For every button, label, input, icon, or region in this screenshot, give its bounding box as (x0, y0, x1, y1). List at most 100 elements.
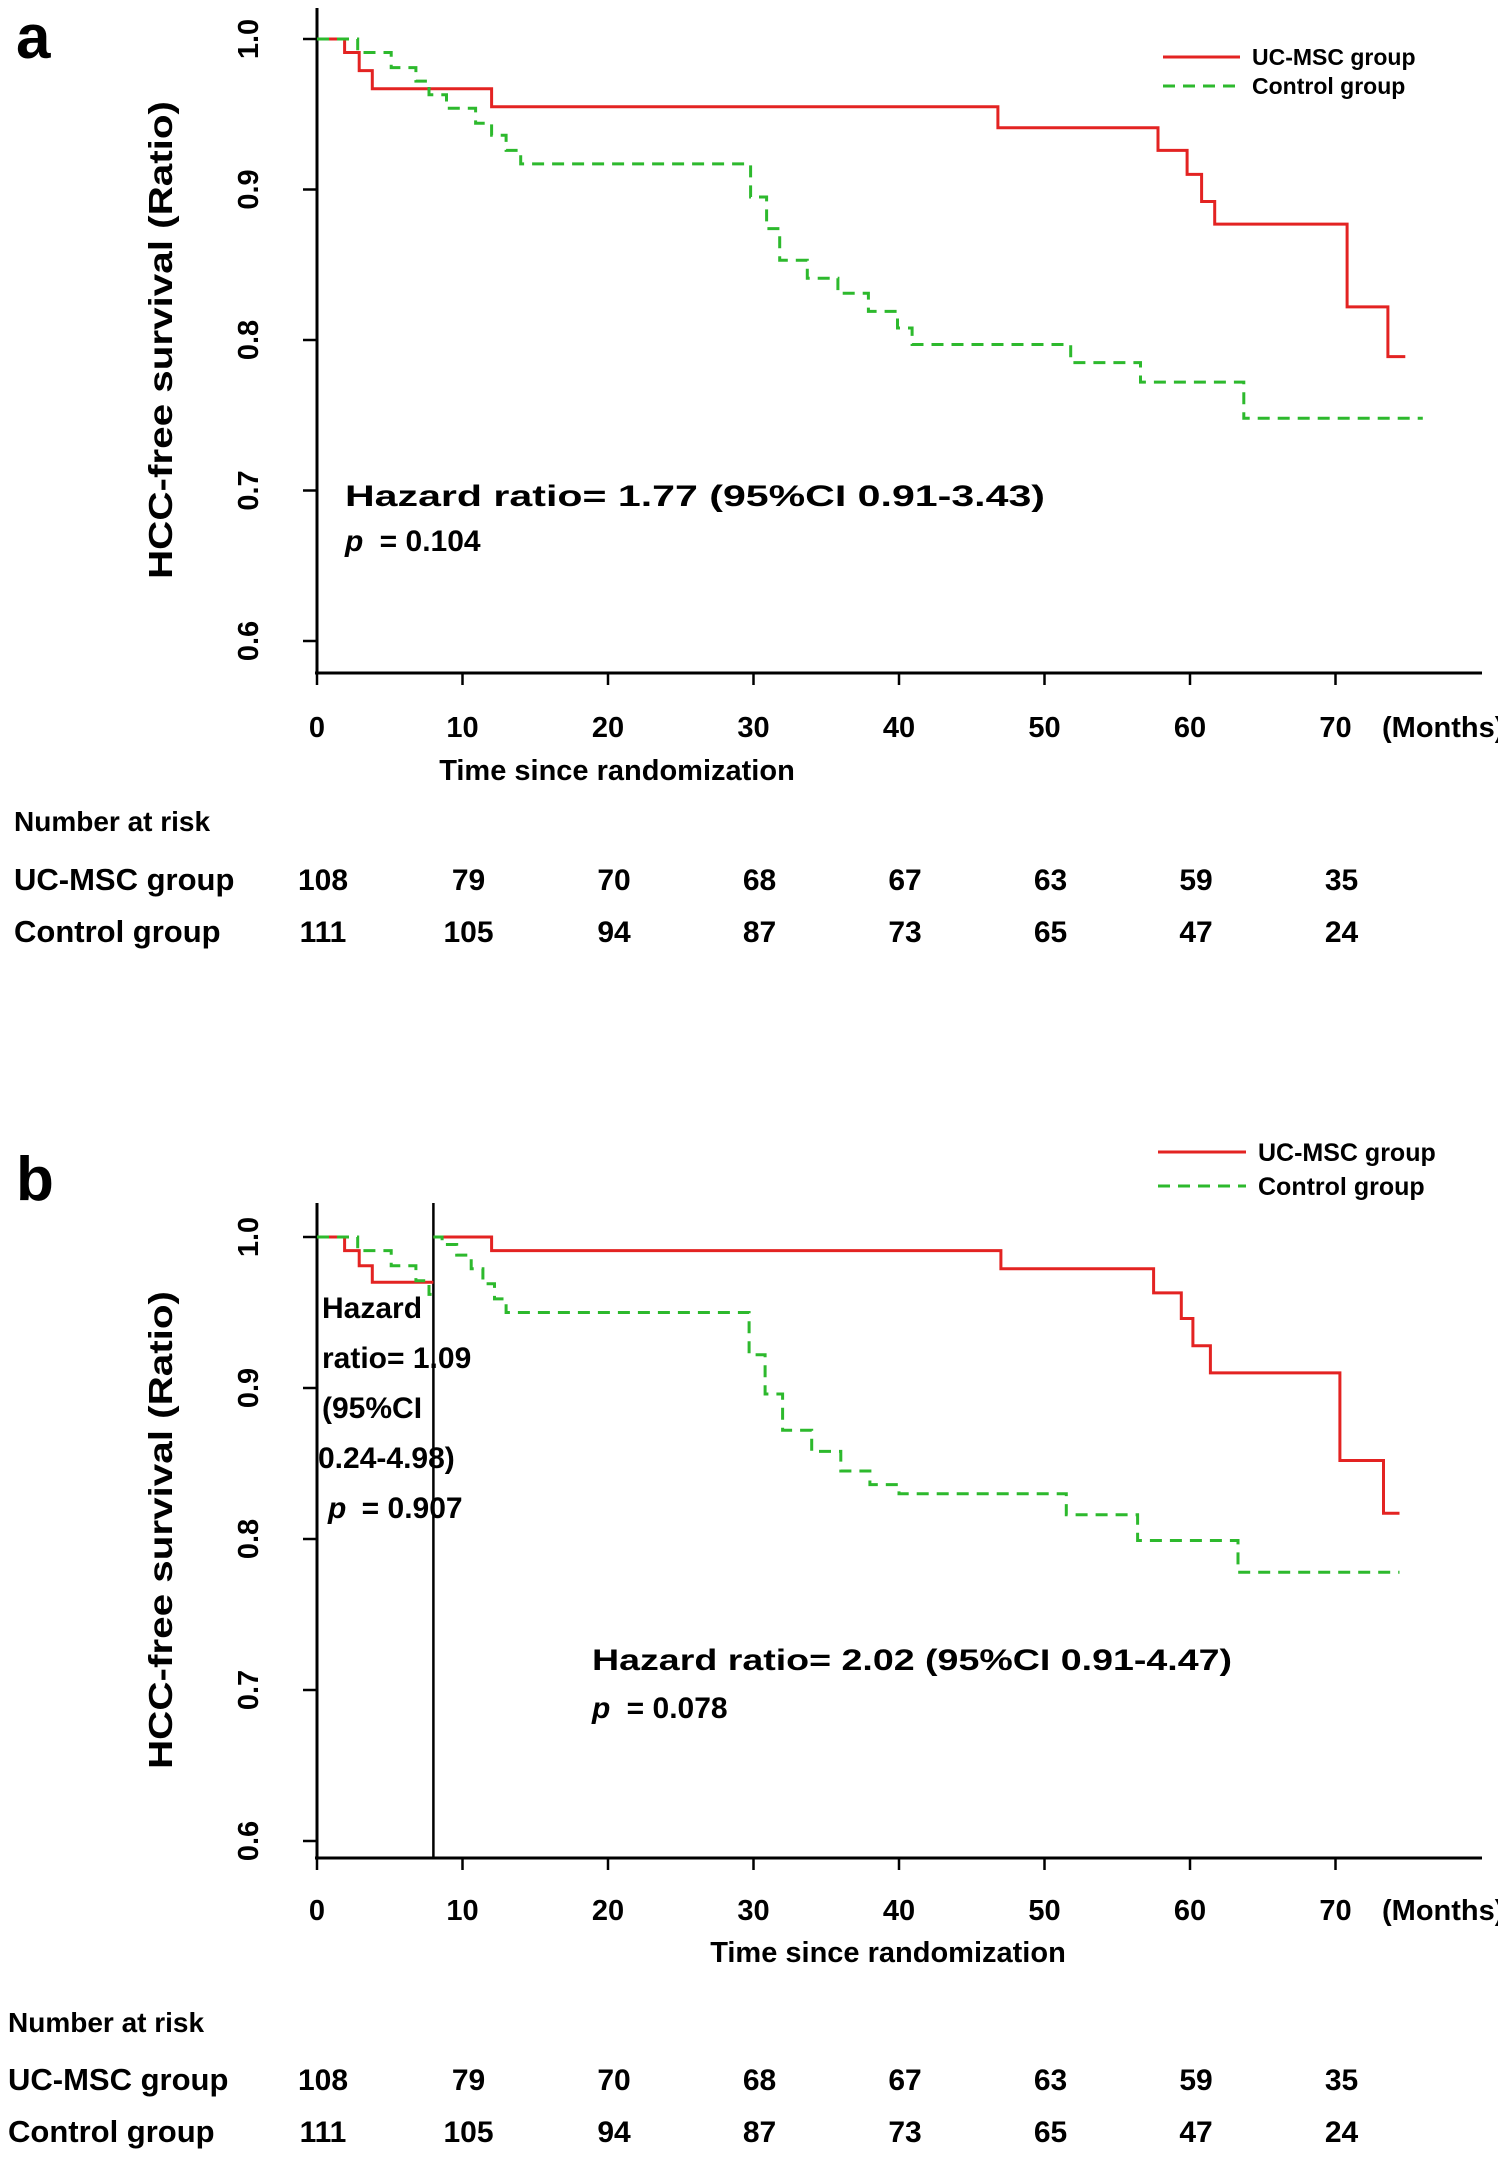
risk-count: 65 (1034, 916, 1067, 949)
panel-a-x-axis-title: Time since randomization (439, 755, 795, 787)
panel-a-y-axis-title: HCC-free survival (Ratio) (142, 101, 179, 579)
x-tick-label: 70 (1319, 1895, 1351, 1927)
risk-count: 68 (743, 864, 776, 897)
panel-b-letter: b (16, 1145, 54, 1214)
x-tick-label: 20 (592, 712, 624, 744)
panel-b-months-suffix: (Months) (1382, 1895, 1498, 1927)
risk-count: 65 (1034, 2116, 1067, 2149)
control-curve-post-landmark (433, 1235, 1400, 1574)
panel-b-left-p-symbol: p (327, 1492, 346, 1525)
risk-count: 94 (597, 916, 631, 949)
y-tick-label: 0.8 (233, 320, 265, 360)
panel-b-right-p-number: = 0.078 (627, 1692, 728, 1725)
panel-b-legend-label-ucmsc: UC-MSC group (1258, 1139, 1436, 1167)
risk-count: 94 (597, 2116, 631, 2149)
x-tick-label: 50 (1028, 1895, 1060, 1927)
panel-b-right-hazard-ratio-text: Hazard ratio= 2.02 (95%CI 0.91-4.47) (592, 1644, 1232, 1677)
y-tick-label: 0.8 (233, 1519, 265, 1559)
panel-b-left-annotation-line2: ratio= 1.09 (322, 1342, 471, 1375)
panel-b-right-p-value-text: p = 0.078 (591, 1692, 728, 1725)
panel-b-left-p-number: = 0.907 (362, 1492, 463, 1525)
risk-count: 24 (1325, 2116, 1359, 2149)
x-tick-label: 30 (737, 1895, 769, 1927)
x-tick-label: 50 (1028, 712, 1060, 744)
risk-count: 105 (443, 2116, 493, 2149)
panel-a-p-number: = 0.104 (380, 525, 481, 558)
risk-count: 67 (888, 2064, 921, 2097)
y-tick-label: 0.6 (233, 621, 265, 661)
risk-count: 108 (298, 2064, 348, 2097)
risk-count: 70 (597, 864, 630, 897)
y-tick-label: 1.0 (233, 19, 265, 59)
risk-count: 87 (743, 916, 776, 949)
risk-count: 87 (743, 2116, 776, 2149)
risk-count: 68 (743, 2064, 776, 2097)
x-tick-label: 60 (1174, 712, 1206, 744)
panel-b-labels: b HCC-free survival (Ratio) Time since r… (8, 1139, 1498, 2149)
y-tick-label: 1.0 (233, 1217, 265, 1257)
panel-a-p-value-text: p = 0.104 (344, 525, 481, 558)
panel-b-y-axis-title: HCC-free survival (Ratio) (142, 1291, 179, 1769)
panel-b-left-annotation-line4: 0.24-4.98) (318, 1442, 455, 1475)
y-tick-label: 0.7 (233, 1670, 265, 1710)
panel-a-hazard-ratio-text: Hazard ratio= 1.77 (95%CI 0.91-3.43) (345, 480, 1045, 513)
panel-b-generated: 0 10 20 30 40 50 60 70 1.0 0.9 0.8 0.7 0.6 108 79 70 68 6… (233, 1150, 1482, 2149)
risk-count: 59 (1179, 2064, 1212, 2097)
risk-count: 111 (300, 916, 347, 949)
risk-count: 73 (888, 2116, 921, 2149)
panel-a-risk-table-title: Number at risk (14, 806, 210, 837)
x-tick-label: 10 (446, 712, 478, 744)
risk-count: 63 (1034, 864, 1067, 897)
panel-a-risk-row-label-control: Control group (14, 914, 221, 949)
x-tick-label: 10 (446, 1895, 478, 1927)
x-tick-label: 0 (309, 712, 325, 744)
ucmsc-curve-pre-landmark (317, 1235, 434, 1284)
risk-count: 73 (888, 916, 921, 949)
risk-count: 79 (452, 2064, 485, 2097)
x-tick-label: 70 (1319, 712, 1351, 744)
risk-count: 24 (1325, 916, 1359, 949)
control-curve (317, 37, 1423, 420)
risk-count: 35 (1325, 864, 1358, 897)
ucmsc-curve-post-landmark (433, 1235, 1400, 1515)
panel-b-right-p-symbol: p (591, 1692, 610, 1725)
panel-b-x-axis-title: Time since randomization (710, 1937, 1066, 1969)
x-tick-label: 60 (1174, 1895, 1206, 1927)
risk-count: 108 (298, 864, 348, 897)
x-tick-label: 20 (592, 1895, 624, 1927)
panel-a-risk-row-label-ucmsc: UC-MSC group (14, 862, 234, 897)
panel-b-risk-row-label-control: Control group (8, 2114, 215, 2149)
risk-count: 59 (1179, 864, 1212, 897)
risk-count: 35 (1325, 2064, 1358, 2097)
x-tick-label: 40 (883, 1895, 915, 1927)
panel-a-labels: a HCC-free survival (Ratio) Time since r… (14, 3, 1498, 949)
risk-count: 70 (597, 2064, 630, 2097)
panel-a-p-symbol: p (344, 525, 363, 558)
ucmsc-curve (317, 37, 1406, 359)
panel-a-legend-label-ucmsc: UC-MSC group (1252, 44, 1416, 70)
risk-count: 67 (888, 864, 921, 897)
x-tick-label: 0 (309, 1895, 325, 1927)
y-tick-label: 0.9 (233, 169, 265, 209)
panel-a-letter: a (16, 3, 51, 72)
y-tick-label: 0.6 (233, 1821, 265, 1861)
y-tick-label: 0.9 (233, 1368, 265, 1408)
y-tick-label: 0.7 (233, 470, 265, 510)
panel-b-legend-label-control: Control group (1258, 1173, 1425, 1201)
control-curve-pre-landmark (317, 1235, 434, 1296)
risk-count: 79 (452, 864, 485, 897)
panel-b-risk-row-label-ucmsc: UC-MSC group (8, 2062, 228, 2097)
risk-count: 63 (1034, 2064, 1067, 2097)
panel-b-left-annotation-line3: (95%CI (322, 1392, 422, 1425)
x-tick-label: 40 (883, 712, 915, 744)
risk-count: 111 (300, 2116, 347, 2149)
risk-count: 47 (1179, 916, 1212, 949)
panel-a-legend-label-control: Control group (1252, 73, 1405, 99)
panel-b-left-p-value-text: p = 0.907 (327, 1492, 463, 1525)
risk-count: 105 (443, 916, 493, 949)
panel-b-left-annotation-line1: Hazard (322, 1292, 422, 1325)
panel-a-generated: 0 10 20 30 40 50 60 70 1.0 0.9 0.8 0.7 0.6 108 79 70 68 6… (233, 8, 1482, 949)
risk-count: 47 (1179, 2116, 1212, 2149)
